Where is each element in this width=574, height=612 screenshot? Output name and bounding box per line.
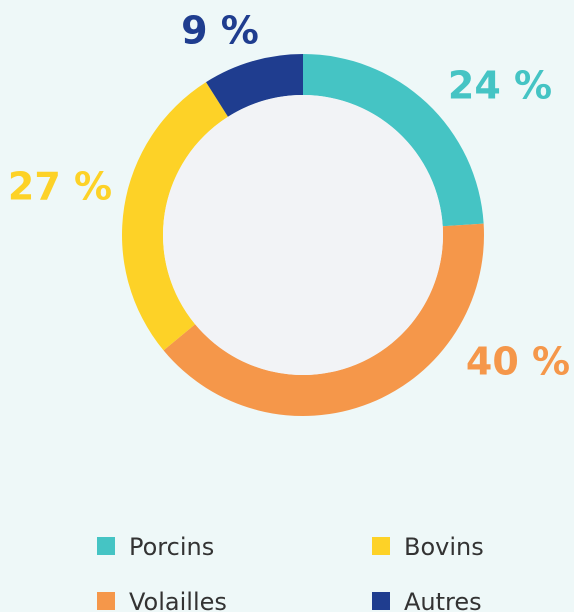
legend-label: Bovins — [404, 533, 484, 561]
value-label: 40 % — [466, 340, 570, 384]
legend-label: Porcins — [129, 533, 214, 561]
slice — [122, 82, 228, 351]
legend-label: Volailles — [129, 588, 227, 612]
legend-swatch — [372, 592, 390, 610]
legend-swatch — [372, 537, 390, 555]
legend-label: Autres — [404, 588, 482, 612]
value-label: 27 % — [8, 165, 112, 209]
donut-hole — [163, 95, 443, 375]
value-label: 9 % — [181, 9, 259, 53]
slice — [303, 54, 484, 227]
value-label: 24 % — [448, 64, 552, 108]
legend-swatch — [97, 592, 115, 610]
slice — [206, 54, 303, 117]
slice — [163, 223, 485, 416]
legend-swatch — [97, 537, 115, 555]
